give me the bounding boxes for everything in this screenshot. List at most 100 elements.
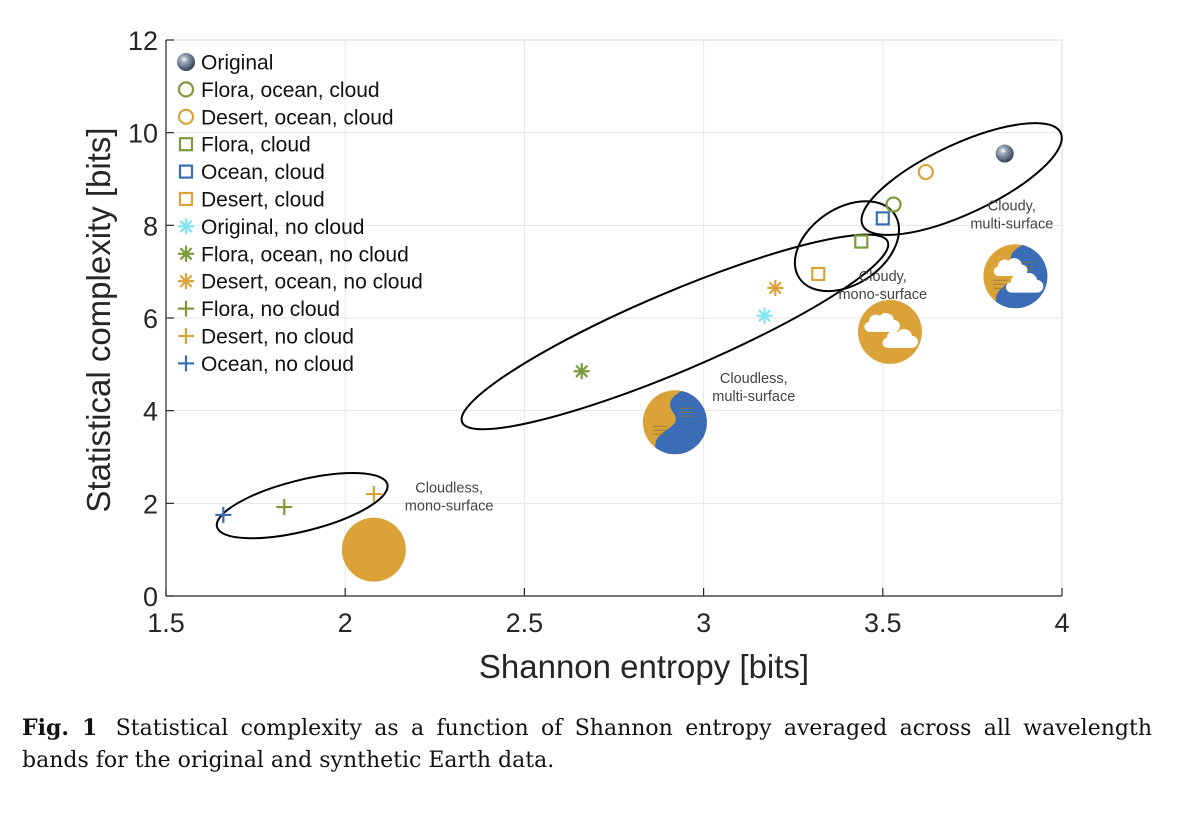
legend-item: Original, no cloud xyxy=(178,216,364,239)
x-tick-label: 4 xyxy=(1054,608,1069,638)
legend-label: Ocean, cloud xyxy=(201,161,325,184)
square-marker xyxy=(875,211,890,226)
legend-label: Original xyxy=(201,52,273,75)
legend-label: Flora, ocean, cloud xyxy=(201,79,380,102)
y-tick-label: 12 xyxy=(128,26,158,56)
cloud-shape xyxy=(864,313,900,332)
y-tick-label: 6 xyxy=(143,304,158,334)
data-point xyxy=(215,506,232,523)
legend-item: Flora, cloud xyxy=(178,134,311,157)
cloud-shape xyxy=(882,329,918,348)
legend-item: Original xyxy=(177,52,273,75)
annotation-label: Cloudless, xyxy=(415,481,483,497)
data-point xyxy=(811,266,826,282)
legend-item: Desert, cloud xyxy=(178,189,325,212)
caption-label: Fig. 1 xyxy=(22,715,98,741)
x-tick-label: 2.5 xyxy=(506,608,544,638)
legend-label: Desert, no cloud xyxy=(201,326,354,349)
x-tick-label: 3 xyxy=(696,608,711,638)
earth-marker xyxy=(995,144,1014,163)
asterisk-arm xyxy=(758,309,771,323)
data-point xyxy=(854,234,869,249)
legend-item: Flora, ocean, cloud xyxy=(177,79,380,102)
x-tick-label: 3.5 xyxy=(864,608,902,638)
legend-label: Ocean, no cloud xyxy=(201,353,354,376)
annotation-label: mono-surface xyxy=(838,287,927,303)
data-point xyxy=(875,211,890,226)
annotation-label: Cloudy, xyxy=(859,269,907,285)
legend-label: Desert, ocean, no cloud xyxy=(201,271,423,294)
circle-marker xyxy=(885,196,902,213)
legend-label: Flora, no cloud xyxy=(201,298,340,321)
x-axis-title: Shannon entropy [bits] xyxy=(479,648,809,685)
data-point xyxy=(767,279,784,296)
cluster-ellipse xyxy=(793,200,901,293)
scatter-chart: 1.5 2 2.5 3 3.5 4 0 2 4 6 8 10 12 Shannon entropy [bi… xyxy=(80,26,1070,685)
legend-label: Desert, ocean, cloud xyxy=(201,106,394,129)
y-tick-label: 0 xyxy=(143,582,158,612)
river-disc-icon xyxy=(642,390,707,455)
circle-marker xyxy=(177,108,195,125)
legend-item: Flora, ocean, no cloud xyxy=(178,243,409,266)
data-point xyxy=(365,486,382,503)
y-tick-label: 2 xyxy=(143,489,158,519)
annotation-label: Cloudy, xyxy=(988,199,1036,215)
river-layer xyxy=(652,390,707,455)
legend-item: Flora, no cloud xyxy=(178,298,340,321)
river-shape xyxy=(655,390,707,455)
figure: 1.5 2 2.5 3 3.5 4 0 2 4 6 8 10 12 Shannon entropy [bi… xyxy=(80,26,1070,685)
cloud-shape xyxy=(1006,272,1044,293)
legend-label: Original, no cloud xyxy=(201,216,364,239)
data-point xyxy=(995,144,1014,163)
data-point xyxy=(573,363,590,380)
data-point xyxy=(885,196,902,213)
circle-marker xyxy=(177,81,195,98)
annotation-label: mono-surface xyxy=(405,499,494,515)
asterisk-arm xyxy=(575,364,589,378)
y-tick-label: 4 xyxy=(143,397,158,427)
asterisk-arm xyxy=(179,274,193,288)
square-marker xyxy=(178,137,194,152)
legend-label: Desert, cloud xyxy=(201,189,325,212)
x-tick-label: 1.5 xyxy=(147,608,185,638)
legend-item: Desert, ocean, no cloud xyxy=(178,271,423,294)
earth-marker xyxy=(177,53,195,71)
x-tick-label: 2 xyxy=(338,608,353,638)
asterisk-arm xyxy=(179,219,193,233)
earth-cloud xyxy=(182,57,187,62)
square-marker xyxy=(854,234,869,249)
caption-text: Statistical complexity as a function of … xyxy=(22,716,1152,773)
cloudy-river-disc-icon xyxy=(983,244,1048,309)
asterisk-arm xyxy=(179,247,193,261)
data-point xyxy=(276,499,293,516)
legend-item: Desert, no cloud xyxy=(178,326,354,349)
square-marker xyxy=(178,164,194,179)
square-marker xyxy=(178,191,194,207)
figure-caption: Fig. 1 Statistical complexity as a funct… xyxy=(22,712,1152,777)
cloud-shape xyxy=(993,258,1028,277)
asterisk-arm xyxy=(768,281,782,295)
y-tick-label: 10 xyxy=(128,119,158,149)
legend-item: Ocean, cloud xyxy=(178,161,325,184)
data-point xyxy=(756,307,773,324)
annotation-label: multi-surface xyxy=(712,389,795,405)
legend-label: Flora, cloud xyxy=(201,134,311,157)
cloudy-desert-disc-icon xyxy=(857,299,922,364)
square-marker xyxy=(811,266,826,282)
circle-marker xyxy=(917,163,934,181)
cluster-ellipse xyxy=(215,472,389,540)
data-point xyxy=(917,163,934,181)
legend-label: Flora, ocean, no cloud xyxy=(201,243,409,266)
desert-disc-icon xyxy=(341,517,406,582)
legend-item: Desert, ocean, cloud xyxy=(177,106,394,129)
annotation-label: Cloudless, xyxy=(720,371,788,387)
cluster-ellipse xyxy=(860,122,1063,236)
disc-base xyxy=(341,517,406,582)
legend-item: Ocean, no cloud xyxy=(178,353,354,376)
y-axis-title: Statistical complexity [bits] xyxy=(80,127,117,512)
legend: Original Flora, ocean, cloud Desert, ocean… xyxy=(177,52,423,376)
earth-cloud xyxy=(1000,148,1006,153)
cluster-ellipse xyxy=(460,233,890,431)
y-tick-label: 8 xyxy=(143,211,158,241)
annotation-label: multi-surface xyxy=(970,217,1053,233)
